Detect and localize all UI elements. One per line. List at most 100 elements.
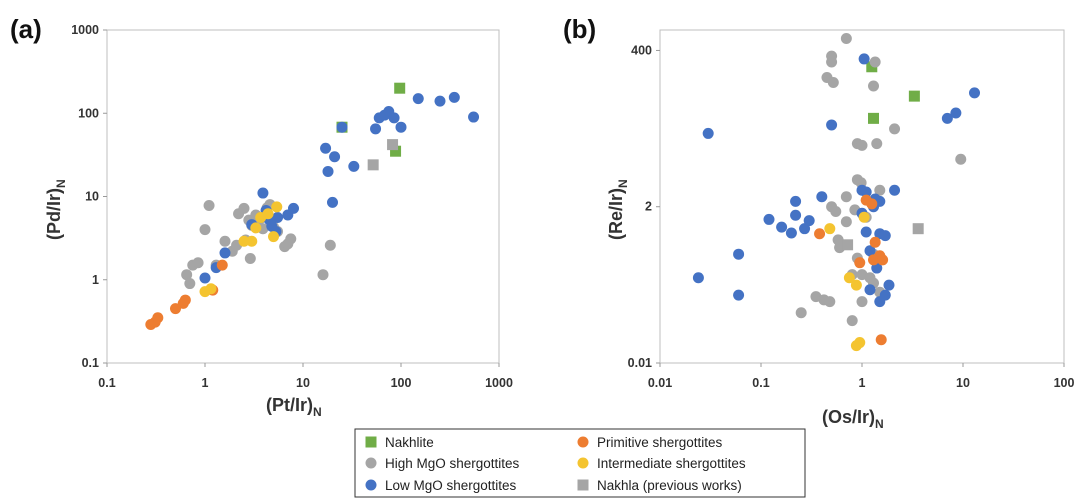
point-low-mgo-shergottites bbox=[785, 227, 797, 239]
point-high-mgo-shergottites bbox=[826, 56, 838, 68]
point-low-mgo-shergottites bbox=[322, 165, 334, 177]
legend-marker-low-mgo-shergottites bbox=[365, 479, 377, 491]
y-tick-label: 0.1 bbox=[82, 356, 99, 370]
legend-label-high-mgo-shergottites: High MgO shergottites bbox=[385, 456, 520, 471]
point-high-mgo-shergottites bbox=[955, 153, 967, 165]
y-tick-label: 10 bbox=[85, 190, 99, 204]
point-high-mgo-shergottites bbox=[874, 184, 886, 196]
point-high-mgo-shergottites bbox=[795, 307, 807, 319]
panel-b-y-label: (Re/Ir)N bbox=[606, 179, 630, 240]
legend-marker-nakhla-previous-works bbox=[577, 479, 589, 491]
legend-label-primitive-shergottites: Primitive shergottites bbox=[597, 435, 723, 450]
point-primitive-shergottites bbox=[152, 312, 164, 324]
y-tick-label: 2 bbox=[645, 200, 652, 214]
point-high-mgo-shergottites bbox=[184, 278, 196, 290]
panel-a-y-label-main: (Pd/Ir) bbox=[44, 188, 64, 240]
point-high-mgo-shergottites bbox=[244, 252, 256, 264]
point-intermediate-shergottites bbox=[858, 211, 870, 223]
panel-a-x-label-sub: N bbox=[313, 405, 322, 419]
x-tick-label: 1000 bbox=[485, 376, 513, 390]
point-intermediate-shergottites bbox=[854, 337, 866, 349]
point-nakhlite bbox=[394, 82, 406, 94]
panel-b-label: (b) bbox=[563, 14, 596, 44]
point-low-mgo-shergottites bbox=[733, 289, 745, 301]
point-low-mgo-shergottites bbox=[448, 91, 460, 103]
point-nakhlite bbox=[868, 112, 880, 124]
point-high-mgo-shergottites bbox=[889, 123, 901, 135]
point-low-mgo-shergottites bbox=[702, 127, 714, 139]
point-high-mgo-shergottites bbox=[203, 199, 215, 211]
x-tick-label: 100 bbox=[391, 376, 412, 390]
point-high-mgo-shergottites bbox=[856, 296, 868, 308]
point-high-mgo-shergottites bbox=[840, 32, 852, 44]
panel-b-x-label: (Os/Ir)N bbox=[822, 407, 884, 431]
y-tick-label: 0.01 bbox=[628, 356, 652, 370]
point-high-mgo-shergottites bbox=[840, 216, 852, 228]
x-tick-label: 0.01 bbox=[648, 376, 672, 390]
point-intermediate-shergottites bbox=[824, 223, 836, 235]
point-low-mgo-shergottites bbox=[879, 230, 891, 242]
point-primitive-shergottites bbox=[875, 334, 887, 346]
panel-a-plot-area bbox=[106, 29, 500, 364]
point-intermediate-shergottites bbox=[238, 235, 250, 247]
point-primitive-shergottites bbox=[854, 257, 866, 269]
point-primitive-shergottites bbox=[216, 259, 228, 271]
point-low-mgo-shergottites bbox=[950, 107, 962, 119]
point-low-mgo-shergottites bbox=[257, 187, 269, 199]
point-high-mgo-shergottites bbox=[830, 206, 842, 218]
point-intermediate-shergottites bbox=[271, 201, 283, 213]
point-low-mgo-shergottites bbox=[434, 95, 446, 107]
legend-label-intermediate-shergottites: Intermediate shergottites bbox=[597, 456, 746, 471]
point-low-mgo-shergottites bbox=[941, 112, 953, 124]
panel-b-x-label-sub: N bbox=[875, 417, 884, 431]
point-high-mgo-shergottites bbox=[317, 269, 329, 281]
point-high-mgo-shergottites bbox=[199, 224, 211, 236]
point-high-mgo-shergottites bbox=[181, 269, 193, 281]
point-low-mgo-shergottites bbox=[803, 215, 815, 227]
point-nakhla-previous-works bbox=[842, 239, 854, 251]
point-high-mgo-shergottites bbox=[324, 239, 336, 251]
legend-marker-high-mgo-shergottites bbox=[365, 457, 377, 469]
point-low-mgo-shergottites bbox=[395, 121, 407, 133]
point-intermediate-shergottites bbox=[267, 231, 279, 243]
panel-b-y-label-main: (Re/Ir) bbox=[606, 188, 626, 240]
panel-a-label: (a) bbox=[10, 14, 42, 44]
point-low-mgo-shergottites bbox=[799, 223, 811, 235]
panel-a-x-label: (Pt/Ir)N bbox=[266, 395, 322, 419]
point-low-mgo-shergottites bbox=[692, 272, 704, 284]
point-low-mgo-shergottites bbox=[858, 53, 870, 65]
point-high-mgo-shergottites bbox=[869, 56, 881, 68]
point-primitive-shergottites bbox=[877, 254, 889, 266]
point-nakhlite bbox=[390, 145, 402, 157]
point-low-mgo-shergottites bbox=[826, 119, 838, 131]
panel-b-x-ticks: 0.01 0.1 1 10 100 bbox=[648, 363, 1074, 390]
point-low-mgo-shergottites bbox=[733, 248, 745, 260]
point-low-mgo-shergottites bbox=[348, 160, 360, 172]
panel-a-x-ticks: 0.1 1 10 100 1000 bbox=[98, 363, 513, 390]
point-low-mgo-shergottites bbox=[272, 211, 284, 223]
point-high-mgo-shergottites bbox=[219, 235, 231, 247]
point-primitive-shergottites bbox=[179, 294, 191, 306]
point-low-mgo-shergottites bbox=[860, 226, 872, 238]
point-intermediate-shergottites bbox=[843, 272, 855, 284]
panel-b-y-ticks: 0.01 2 400 bbox=[628, 43, 660, 370]
y-tick-label: 1 bbox=[92, 273, 99, 287]
point-low-mgo-shergottites bbox=[790, 195, 802, 207]
point-low-mgo-shergottites bbox=[329, 151, 341, 163]
point-low-mgo-shergottites bbox=[776, 221, 788, 233]
legend-marker-primitive-shergottites bbox=[577, 436, 589, 448]
point-low-mgo-shergottites bbox=[889, 184, 901, 196]
point-intermediate-shergottites bbox=[262, 208, 274, 220]
panel-a-points bbox=[145, 82, 480, 331]
point-intermediate-shergottites bbox=[246, 235, 258, 247]
point-low-mgo-shergottites bbox=[864, 284, 876, 296]
x-tick-label: 0.1 bbox=[752, 376, 769, 390]
panel-b-x-label-main: (Os/Ir) bbox=[822, 407, 875, 427]
point-high-mgo-shergottites bbox=[846, 315, 858, 327]
panel-b-plot-area bbox=[659, 29, 1065, 364]
point-high-mgo-shergottites bbox=[868, 80, 880, 92]
x-tick-label: 1 bbox=[202, 376, 209, 390]
point-primitive-shergottites bbox=[869, 236, 881, 248]
point-low-mgo-shergottites bbox=[468, 111, 480, 123]
point-low-mgo-shergottites bbox=[320, 142, 332, 154]
